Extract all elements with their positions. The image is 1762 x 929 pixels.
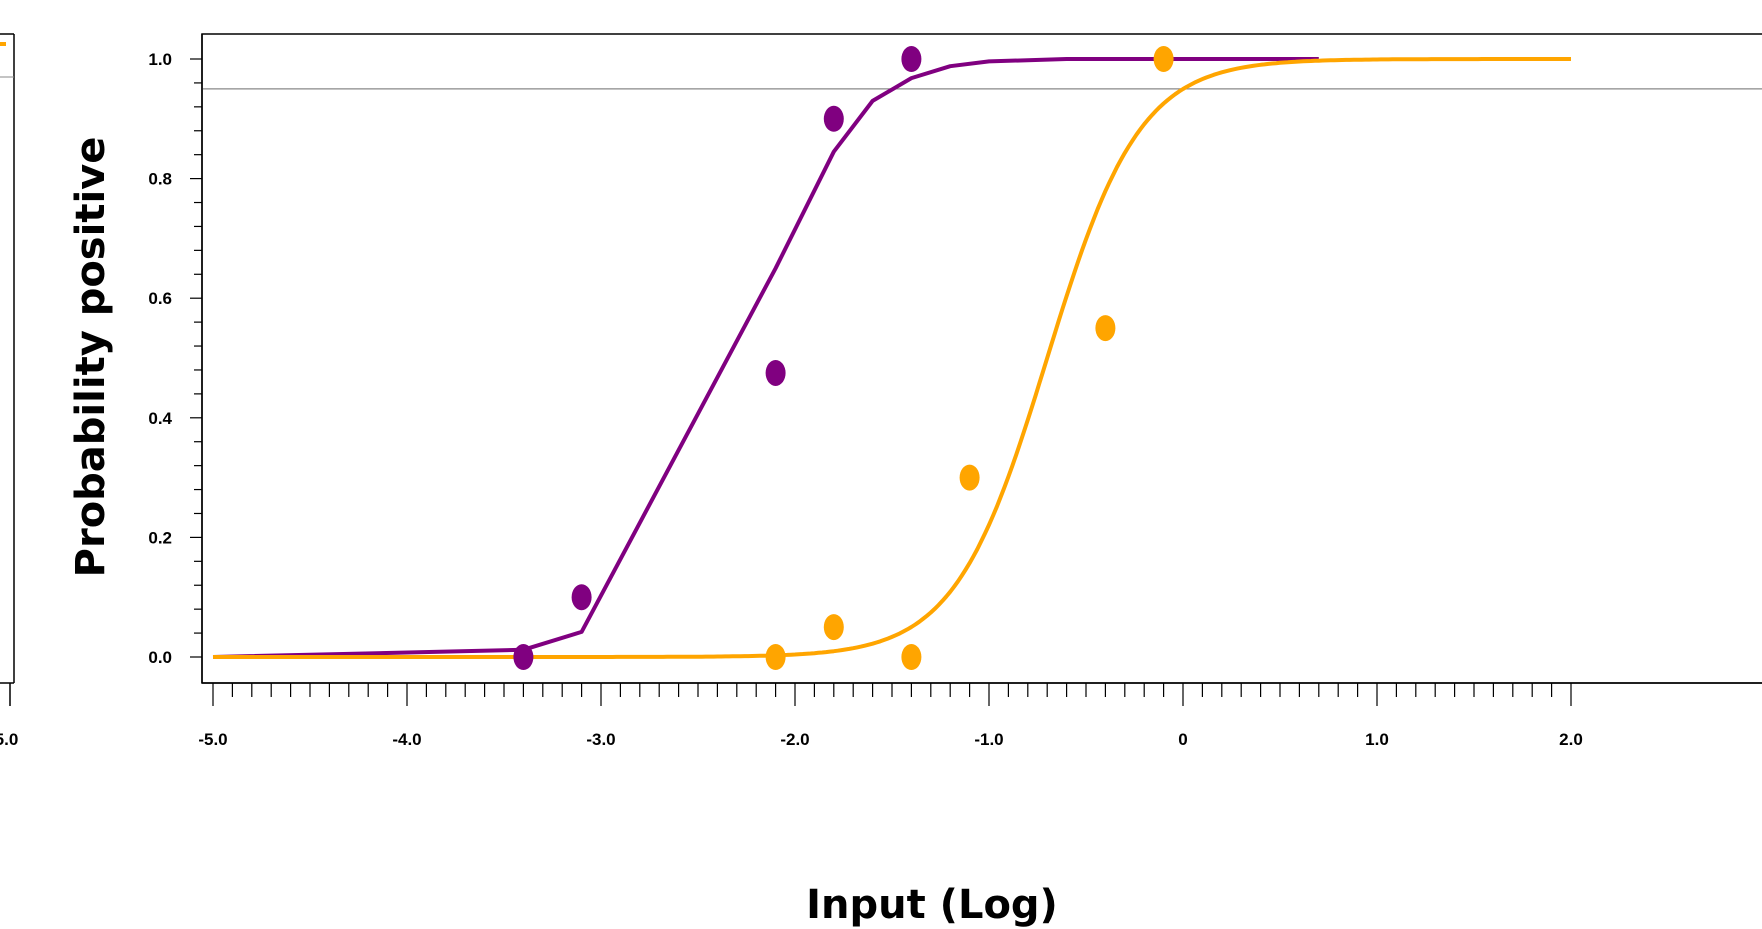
x-tick-label: 0	[1178, 730, 1187, 749]
x-tick-label: -3.0	[586, 730, 615, 749]
x-tick-label: -1.0	[974, 730, 1003, 749]
orange-data-point	[901, 644, 922, 670]
x-axis-title: Input (Log)	[806, 882, 1058, 928]
y-axis-title: Probability positive	[68, 137, 114, 578]
x-tick-label: 2.0	[1559, 730, 1583, 749]
purple-data-point	[765, 359, 786, 386]
purple-data-point	[571, 584, 592, 611]
orange-fit-line	[213, 57, 1571, 659]
purple-fit-line	[212, 57, 1319, 659]
purple-data-point	[513, 644, 534, 670]
orange-data-point	[1153, 46, 1174, 72]
purple-data-point	[823, 105, 844, 132]
y-tick-label: 0.4	[148, 409, 172, 428]
y-tick-label: 0.8	[148, 170, 172, 189]
y-tick-label: 0.0	[148, 648, 172, 667]
y-tick-label: 0.6	[148, 289, 172, 308]
purple-data-point	[901, 46, 922, 72]
orange-data-point	[1095, 315, 1116, 342]
x-axis: -5.0 -4.0 -3.0 -2.0 -1.0 0 1.0 2.0	[198, 682, 1762, 749]
x-tick-label: -2.0	[780, 730, 809, 749]
y-tick-label: 1.0	[148, 50, 172, 69]
x-tick-label: 1.0	[1365, 730, 1389, 749]
orange-data-point	[959, 464, 980, 491]
orange-data-point	[765, 644, 786, 670]
left-panel-x-tick-label: -5.0	[0, 730, 18, 749]
plot-frame	[201, 33, 1762, 684]
x-tick-label: -4.0	[392, 730, 421, 749]
y-tick-label: 0.2	[148, 528, 172, 547]
series-layer	[212, 46, 1571, 670]
orange-data-point	[823, 614, 844, 641]
x-tick-label: -5.0	[198, 730, 227, 749]
left-partial-panel: -5.0	[0, 33, 18, 749]
y-axis: 0.0 0.2 0.4 0.6 0.8 1.0	[148, 34, 203, 683]
